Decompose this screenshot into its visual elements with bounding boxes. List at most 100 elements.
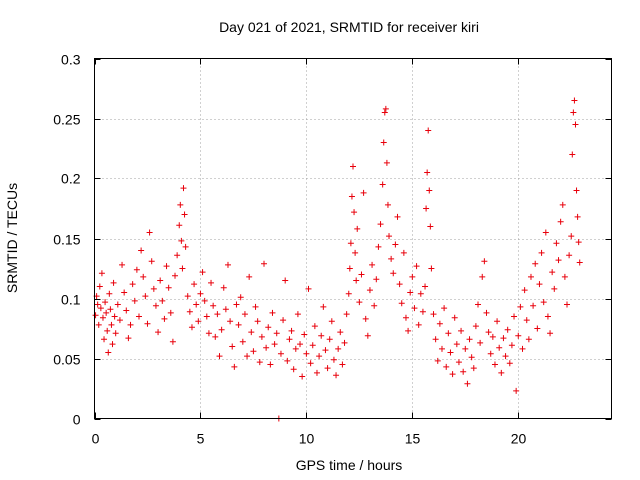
data-point	[205, 330, 212, 337]
data-point	[506, 360, 513, 367]
data-point	[364, 332, 371, 339]
data-point	[377, 221, 384, 228]
data-point	[388, 255, 395, 262]
data-point	[348, 193, 355, 200]
data-point	[504, 326, 511, 333]
data-point	[174, 252, 181, 259]
data-point	[313, 369, 320, 376]
data-point	[390, 270, 397, 277]
data-point	[362, 315, 369, 322]
data-point	[415, 321, 422, 328]
data-point	[557, 218, 564, 225]
data-point	[491, 361, 498, 368]
data-point	[369, 261, 376, 268]
data-point	[271, 341, 278, 348]
data-point	[197, 290, 204, 297]
data-point	[178, 237, 185, 244]
data-point	[527, 273, 534, 280]
data-point	[214, 311, 221, 318]
chart-title: Day 021 of 2021, SRMTID for receiver kir…	[219, 19, 479, 35]
data-point	[540, 299, 547, 306]
data-point	[449, 371, 456, 378]
data-point	[427, 223, 434, 230]
data-point	[101, 336, 108, 343]
data-point	[195, 318, 202, 325]
data-point	[458, 327, 465, 334]
data-point	[326, 336, 333, 343]
data-point	[94, 301, 101, 308]
data-point	[231, 363, 238, 370]
data-point	[186, 308, 193, 315]
data-point	[575, 239, 582, 246]
y-tick-label: 0.1	[61, 292, 81, 308]
data-point	[273, 330, 280, 337]
data-point	[553, 240, 560, 247]
data-point	[239, 338, 246, 345]
data-point	[358, 271, 365, 278]
data-point	[95, 321, 102, 328]
data-point	[559, 201, 566, 208]
data-point	[523, 317, 530, 324]
data-point	[212, 333, 219, 340]
data-point	[112, 330, 119, 337]
data-point	[380, 139, 387, 146]
data-point	[142, 293, 149, 300]
data-point	[472, 323, 479, 330]
data-point	[464, 380, 471, 387]
data-point	[351, 209, 358, 216]
data-point	[114, 301, 121, 308]
data-point	[422, 283, 429, 290]
data-point	[254, 318, 261, 325]
data-point	[356, 299, 363, 306]
data-point	[102, 299, 109, 306]
data-point	[188, 324, 195, 331]
data-point	[263, 344, 270, 351]
data-point	[551, 285, 558, 292]
data-point	[159, 297, 166, 304]
data-point	[286, 336, 293, 343]
data-point	[163, 263, 170, 270]
data-point	[123, 307, 130, 314]
data-point	[119, 261, 126, 268]
data-point	[576, 259, 583, 266]
data-point	[411, 305, 418, 312]
data-point	[288, 327, 295, 334]
data-point	[97, 305, 104, 312]
data-point	[424, 169, 431, 176]
data-point	[481, 258, 488, 265]
data-point	[542, 229, 549, 236]
data-point	[177, 201, 184, 208]
data-point	[106, 290, 113, 297]
x-tick-label: 5	[197, 431, 205, 447]
data-point	[301, 331, 308, 338]
data-point	[381, 109, 388, 116]
y-axis-label: SRMTID / TECUs	[4, 183, 20, 293]
data-point	[425, 127, 432, 134]
y-tick-label: 0	[73, 412, 81, 428]
data-point	[99, 314, 106, 321]
data-point	[384, 201, 391, 208]
data-point	[517, 303, 524, 310]
data-point	[417, 290, 424, 297]
data-point	[109, 341, 116, 348]
tick-labels: 0 5 10 15 20 0 0.05 0.1 0.15 0.2 0.25 0.3	[53, 52, 526, 447]
data-point	[496, 344, 503, 351]
data-point	[250, 348, 257, 355]
data-point	[110, 279, 117, 286]
data-point	[203, 313, 210, 320]
data-point	[299, 373, 306, 380]
data-point	[483, 309, 490, 316]
axis-ticks	[94, 58, 612, 420]
data-point	[398, 300, 405, 307]
data-point	[373, 276, 380, 283]
data-point	[131, 297, 138, 304]
data-point	[146, 229, 153, 236]
data-point	[284, 357, 291, 364]
data-point	[92, 312, 99, 319]
data-point	[487, 350, 494, 357]
data-point	[409, 273, 416, 280]
data-point	[468, 354, 475, 361]
data-point	[316, 353, 323, 360]
data-point	[549, 269, 556, 276]
